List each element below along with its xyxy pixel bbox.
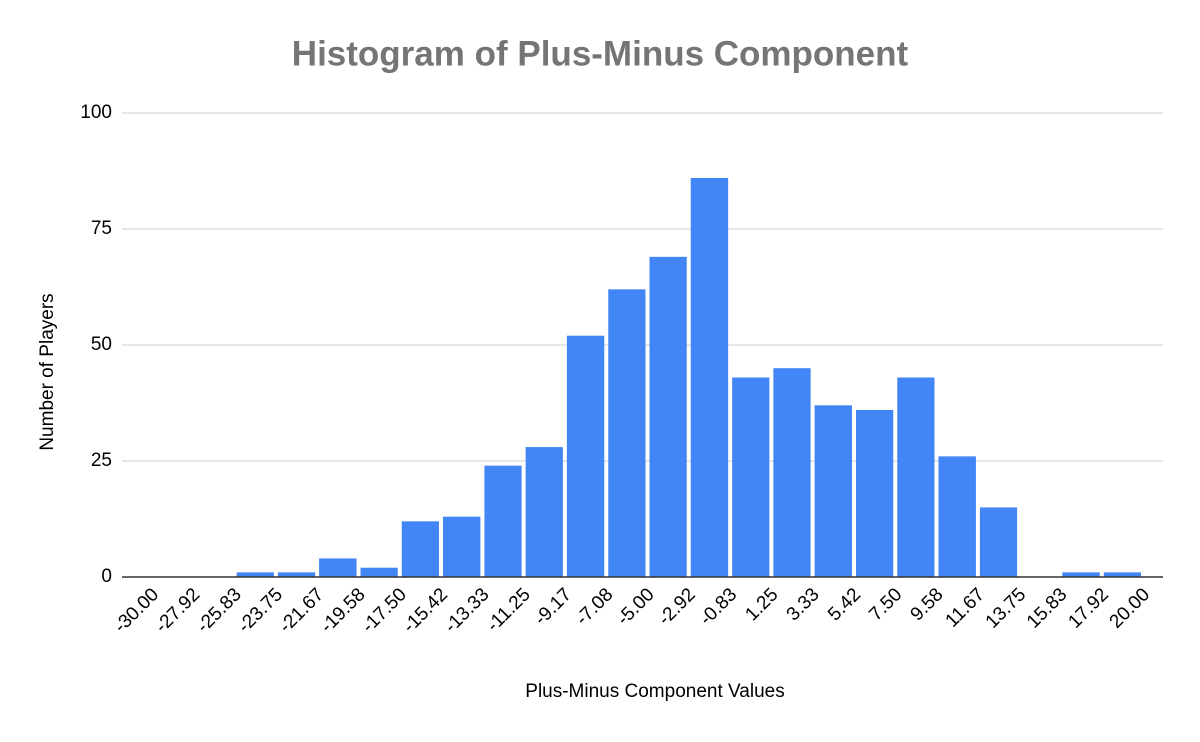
bar xyxy=(732,377,770,577)
bar xyxy=(236,572,274,577)
bar xyxy=(319,558,357,577)
bar xyxy=(360,567,398,577)
x-axis-title: Plus-Minus Component Values xyxy=(525,681,784,702)
y-tick-label: 0 xyxy=(101,566,112,587)
bar xyxy=(1103,572,1141,577)
bar xyxy=(938,456,976,577)
bar xyxy=(897,377,935,577)
y-tick-label: 75 xyxy=(91,218,112,239)
y-tick-label: 100 xyxy=(80,102,112,123)
bar xyxy=(566,335,605,577)
bar xyxy=(979,507,1018,577)
bar xyxy=(525,447,563,577)
bar xyxy=(484,465,522,577)
bar xyxy=(277,572,316,577)
y-tick-label: 25 xyxy=(91,450,112,471)
bar xyxy=(401,521,439,577)
bar xyxy=(1062,572,1100,577)
bar xyxy=(649,256,687,577)
bar xyxy=(608,289,646,577)
bar xyxy=(814,405,853,577)
y-axis-title: Number of Players xyxy=(37,293,58,450)
chart-title: Histogram of Plus-Minus Component xyxy=(292,34,909,73)
bar xyxy=(442,516,481,577)
bar xyxy=(773,368,811,577)
y-tick-label: 50 xyxy=(91,334,112,355)
bar xyxy=(856,409,894,577)
bar xyxy=(690,177,729,577)
